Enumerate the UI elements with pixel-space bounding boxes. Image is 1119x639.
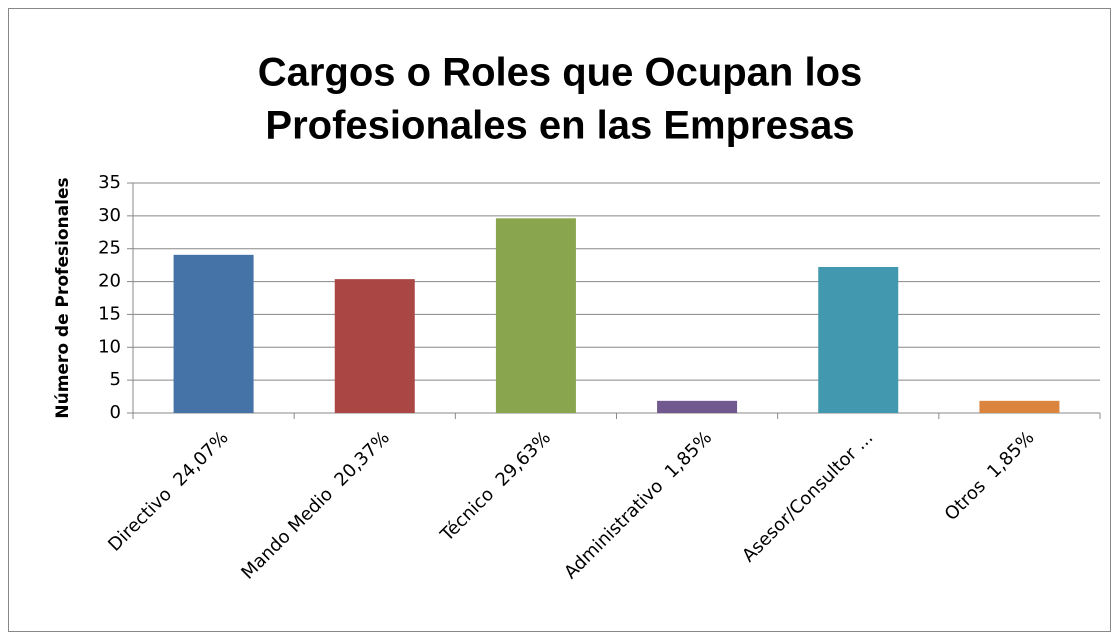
y-tick-label: 20	[98, 271, 121, 292]
bar	[173, 254, 254, 413]
y-tick-label: 35	[98, 172, 121, 193]
y-tick-label: 5	[110, 369, 121, 390]
bar	[979, 400, 1060, 413]
bar	[657, 400, 738, 413]
chart-title-line: Cargos o Roles que Ocupan los	[258, 51, 863, 95]
y-tick-label: 25	[98, 238, 121, 259]
y-tick-label: 30	[98, 205, 121, 226]
bar	[334, 279, 415, 413]
bar	[818, 266, 899, 413]
y-tick-label: 0	[110, 402, 121, 423]
y-tick-label: 15	[98, 303, 121, 324]
y-axis-label: Número de Profesionales	[53, 177, 73, 418]
y-tick-label: 10	[98, 336, 121, 357]
bar	[495, 218, 576, 413]
chart-title-line: Profesionales en las Empresas	[265, 104, 854, 148]
